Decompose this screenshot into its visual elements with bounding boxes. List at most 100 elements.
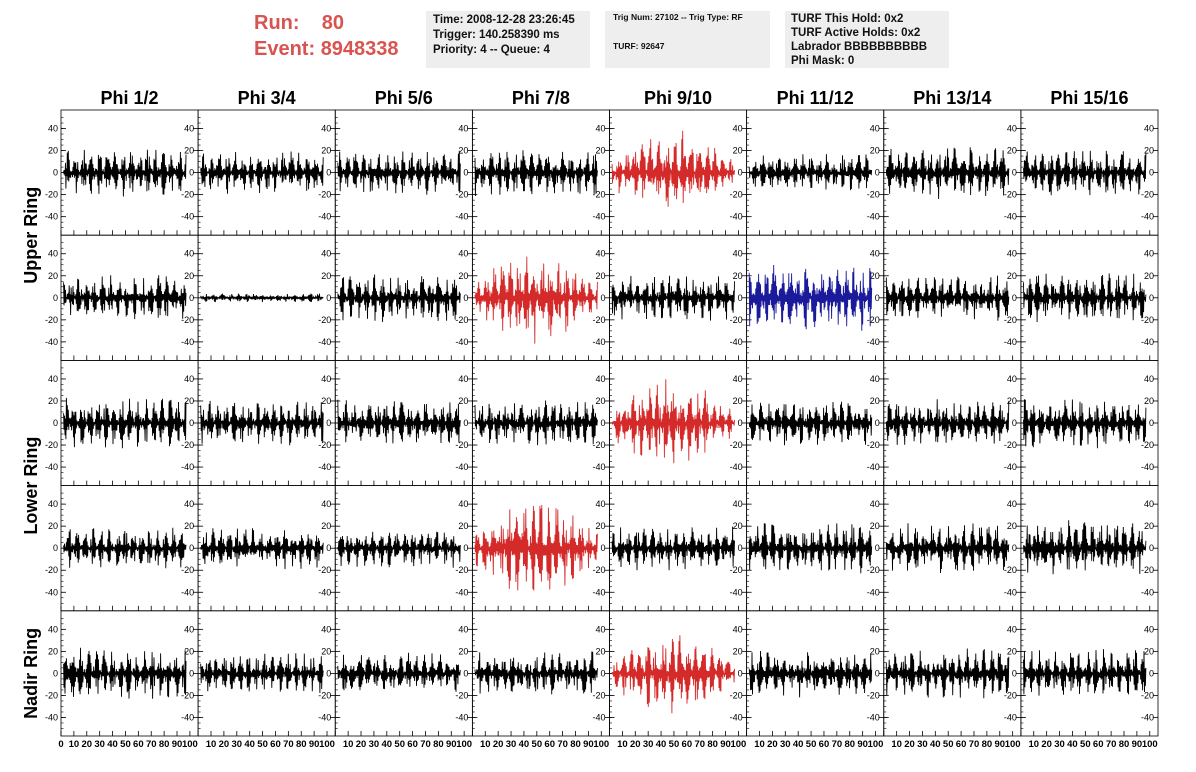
waveform-panel: 40 20 0 -20 -40 bbox=[746, 485, 885, 612]
y-tick-label: -20 bbox=[1004, 565, 1017, 575]
y-tick-label: 40 bbox=[1007, 124, 1017, 134]
y-tick-label: 40 bbox=[733, 124, 743, 134]
x-tick-label: 80 bbox=[1119, 739, 1130, 750]
y-tick-label: -40 bbox=[318, 462, 331, 472]
waveform-trace bbox=[885, 523, 1010, 574]
y-tick-label: 0 bbox=[738, 668, 743, 678]
y-tick-label: -40 bbox=[455, 462, 468, 472]
x-tick-label: 50 bbox=[669, 739, 680, 750]
y-tick-label: -40 bbox=[592, 587, 605, 597]
y-tick-label: 0 bbox=[189, 168, 194, 178]
y-tick-label: -20 bbox=[867, 440, 880, 450]
y-tick-label: 40 bbox=[458, 624, 468, 634]
x-tick-label: 70 bbox=[420, 739, 431, 750]
waveform-panel: 40 20 0 -20 -40 bbox=[1020, 485, 1159, 612]
x-tick-label: 10 bbox=[754, 739, 765, 750]
x-tick-label: 60 bbox=[407, 739, 418, 750]
y-tick-label: -20 bbox=[318, 190, 331, 200]
waveform-panel: 40 20 0 -20 -40 bbox=[746, 359, 885, 486]
waveform-panel: 40 20 0 -20 -40 40 20 0 -20 -40 bbox=[45, 485, 199, 612]
waveform-trace bbox=[1023, 399, 1147, 449]
y-tick-label: 20 bbox=[595, 396, 605, 406]
y-tick-label: -40 bbox=[181, 712, 194, 722]
x-tick-label: 70 bbox=[557, 739, 568, 750]
waveform-trace bbox=[885, 648, 1010, 699]
y-tick-label: -40 bbox=[318, 587, 331, 597]
waveform-trace bbox=[200, 528, 324, 570]
x-tick-label: 90 bbox=[583, 739, 594, 750]
y-tick-label: -40 bbox=[592, 337, 605, 347]
waveform-panel: 40 20 0 -20 -40 bbox=[883, 610, 1022, 737]
y-tick-label: 40 bbox=[184, 249, 194, 259]
event-value: 8948338 bbox=[320, 38, 399, 60]
waveform-panel: 40 20 0 -20 -40 bbox=[471, 109, 610, 236]
x-tick-label: 90 bbox=[994, 739, 1005, 750]
ring-label: Nadir Ring bbox=[21, 628, 41, 719]
x-tick-label: 20 bbox=[219, 739, 230, 750]
y-tick-label: 0 bbox=[53, 543, 58, 553]
y-tick-label: -20 bbox=[318, 565, 331, 575]
waveform-trace bbox=[200, 293, 324, 303]
waveform-panel: 40 20 0 -20 -40 bbox=[334, 610, 473, 737]
x-tick-label: 30 bbox=[917, 739, 928, 750]
y-tick-label: -20 bbox=[1141, 565, 1154, 575]
x-tick-label: 10 bbox=[480, 739, 491, 750]
y-tick-label: 40 bbox=[321, 499, 331, 509]
y-tick-label: 20 bbox=[184, 646, 194, 656]
y-tick-label: -40 bbox=[1004, 587, 1017, 597]
x-tick-label: 70 bbox=[832, 739, 843, 750]
waveform-panel: 40 20 0 -20 -40 bbox=[746, 234, 885, 361]
x-tick-label: 80 bbox=[982, 739, 993, 750]
y-tick-label: -40 bbox=[867, 587, 880, 597]
y-tick-label: 20 bbox=[733, 396, 743, 406]
y-tick-label: 0 bbox=[463, 293, 468, 303]
x-tick-label: 60 bbox=[133, 739, 144, 750]
y-tick-label: 40 bbox=[1007, 374, 1017, 384]
waveform-trace bbox=[337, 531, 461, 568]
x-tick-label: 20 bbox=[767, 739, 778, 750]
y-tick-label: 40 bbox=[184, 374, 194, 384]
y-tick-label: -20 bbox=[45, 190, 58, 200]
y-tick-label: 20 bbox=[733, 521, 743, 531]
y-tick-label: -40 bbox=[45, 587, 58, 597]
x-tick-label: 100 bbox=[1005, 739, 1021, 750]
y-tick-label: -20 bbox=[1004, 190, 1017, 200]
y-tick-label: -40 bbox=[318, 212, 331, 222]
y-tick-label: -20 bbox=[1004, 440, 1017, 450]
waveform-trace bbox=[885, 147, 1010, 200]
y-tick-label: 0 bbox=[53, 293, 58, 303]
x-tick-label: 80 bbox=[159, 739, 170, 750]
y-tick-label: 20 bbox=[870, 271, 880, 281]
y-tick-label: 20 bbox=[48, 271, 58, 281]
y-tick-label: 40 bbox=[595, 624, 605, 634]
y-tick-label: -20 bbox=[1141, 440, 1154, 450]
y-tick-label: 20 bbox=[1144, 146, 1154, 156]
y-tick-label: -20 bbox=[730, 190, 743, 200]
y-tick-label: 20 bbox=[733, 646, 743, 656]
x-tick-label: 40 bbox=[793, 739, 804, 750]
y-tick-label: -40 bbox=[592, 462, 605, 472]
waveform-trace bbox=[748, 264, 873, 331]
y-tick-label: 40 bbox=[870, 499, 880, 509]
x-tick-label: 40 bbox=[382, 739, 393, 750]
y-tick-label: 40 bbox=[1007, 499, 1017, 509]
waveform-trace bbox=[885, 275, 1010, 321]
waveform-panel: 40 20 0 -20 -40 bbox=[471, 610, 610, 737]
y-tick-label: 20 bbox=[48, 146, 58, 156]
waveform-panel: 40 20 0 -20 -40 40 20 0 -20 -40 bbox=[45, 234, 199, 361]
x-tick-label: 90 bbox=[857, 739, 868, 750]
waveform-panel: 40 20 0 -20 -40 40 20 0 -20 -40 bbox=[45, 359, 199, 486]
x-tick-label: 20 bbox=[630, 739, 641, 750]
x-tick-label: 20 bbox=[493, 739, 504, 750]
y-tick-label: 40 bbox=[595, 374, 605, 384]
y-tick-label: 0 bbox=[53, 668, 58, 678]
waveform-trace bbox=[63, 647, 187, 699]
y-tick-label: 20 bbox=[184, 271, 194, 281]
y-tick-label: 0 bbox=[1149, 168, 1154, 178]
x-tick-label: 100 bbox=[868, 739, 884, 750]
x-tick-label: 100 bbox=[730, 739, 746, 750]
y-tick-label: -40 bbox=[45, 462, 58, 472]
y-tick-label: -20 bbox=[592, 190, 605, 200]
y-tick-label: 40 bbox=[321, 374, 331, 384]
y-tick-label: 20 bbox=[321, 521, 331, 531]
